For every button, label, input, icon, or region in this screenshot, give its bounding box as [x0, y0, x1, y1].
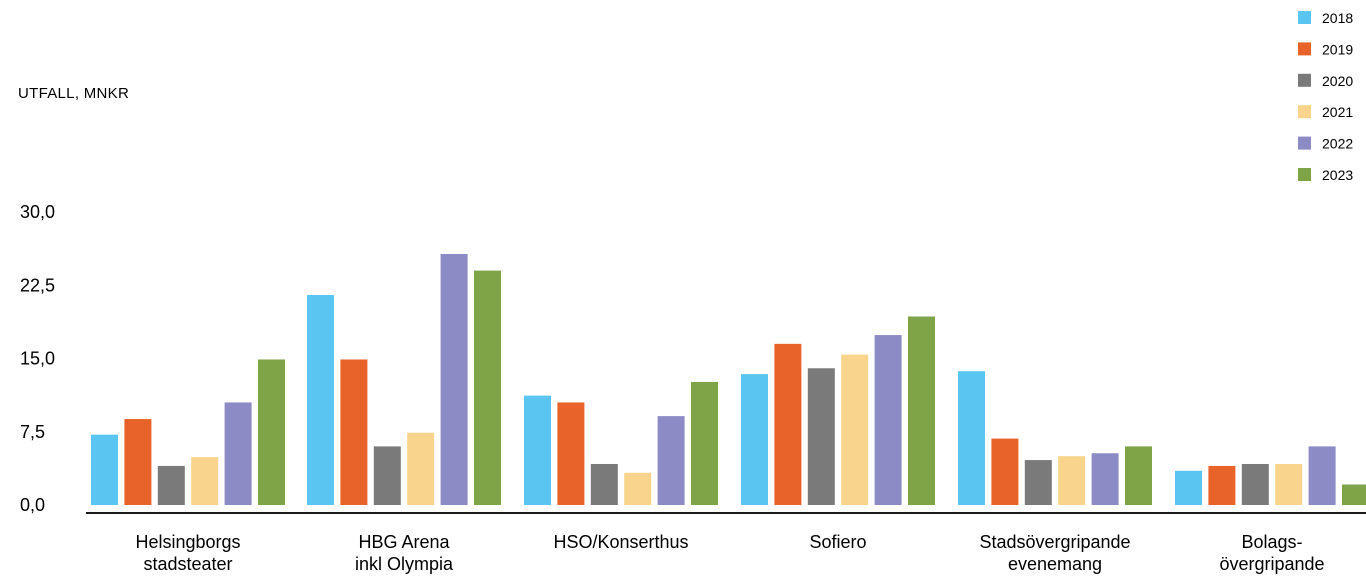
legend-label: 2023	[1322, 167, 1353, 183]
bar-2021-4	[1058, 456, 1086, 505]
bar-2023-4	[1125, 446, 1152, 505]
category-labels: Helsingborgs stadsteater HBG Arena inkl Oly…	[135, 532, 1324, 574]
bar-2020-2	[590, 463, 618, 505]
y-tick-label: 15,0	[20, 349, 55, 369]
y-tick-label: 30,0	[20, 202, 55, 222]
bar-2023-0	[258, 359, 285, 505]
bar-2021-1	[407, 432, 435, 505]
category-label: Sofiero	[809, 532, 866, 552]
legend: 2018 2019 2020 2021 2022 2023	[1298, 10, 1353, 183]
bar-2022-0	[224, 402, 252, 505]
legend-swatch-2019	[1298, 42, 1311, 56]
bar-2022-1	[440, 253, 468, 505]
bar-2019-1	[340, 359, 368, 505]
bar-2022-5	[1308, 446, 1336, 505]
bar-2023-2	[691, 381, 718, 505]
bar-2021-3	[841, 354, 869, 505]
y-tick-labels: 0,0 7,5 15,0 22,5 30,0	[20, 202, 55, 515]
bar-2023-1	[474, 270, 501, 505]
legend-label: 2021	[1322, 104, 1353, 120]
legend-swatch-2023	[1298, 168, 1311, 181]
bar-2019-3	[774, 343, 802, 505]
bar-2021-5	[1275, 463, 1303, 505]
category-label: Helsingborgs stadsteater	[135, 532, 240, 574]
bar-2018-3	[741, 374, 768, 505]
bar-2020-4	[1024, 460, 1052, 505]
bar-2019-2	[557, 402, 585, 505]
y-tick-label: 7,5	[20, 422, 45, 442]
bar-2023-5	[1342, 484, 1366, 505]
bar-2020-3	[807, 368, 835, 505]
category-label: Bolags-övergripande	[1219, 532, 1324, 574]
bar-2022-3	[874, 335, 902, 505]
bar-2020-5	[1241, 463, 1269, 505]
bar-2018-0	[91, 434, 118, 505]
bar-2019-4	[991, 438, 1019, 505]
legend-swatch-2020	[1298, 73, 1311, 87]
bar-2018-5	[1175, 470, 1202, 505]
legend-label: 2019	[1322, 41, 1353, 57]
legend-swatch-2021	[1298, 105, 1311, 119]
bar-2018-4	[958, 371, 985, 505]
category-label: Stadsövergripande evenemang	[979, 532, 1130, 574]
bar-2019-0	[124, 419, 152, 505]
legend-swatch-2022	[1298, 136, 1311, 150]
y-tick-label: 22,5	[20, 275, 55, 295]
bar-2020-1	[373, 446, 401, 505]
legend-label: 2018	[1322, 10, 1353, 26]
legend-label: 2020	[1322, 73, 1353, 89]
category-label: HSO/Konserthus	[553, 532, 688, 552]
legend-label: 2022	[1322, 136, 1353, 152]
bar-2018-2	[524, 395, 551, 505]
bars	[91, 253, 1366, 505]
bar-2022-4	[1091, 453, 1119, 505]
bar-2018-1	[307, 295, 334, 505]
bar-2019-5	[1208, 465, 1236, 505]
legend-swatch-2018	[1298, 11, 1311, 24]
bar-2022-2	[657, 416, 685, 505]
bar-2023-3	[908, 316, 935, 505]
bar-2021-0	[191, 457, 219, 505]
bar-2020-0	[157, 465, 185, 505]
y-tick-label: 0,0	[20, 495, 45, 515]
y-axis-title: UTFALL, MNKR	[18, 85, 129, 102]
bar-2021-2	[624, 472, 652, 505]
category-label: HBG Arena inkl Olympia	[355, 532, 454, 574]
